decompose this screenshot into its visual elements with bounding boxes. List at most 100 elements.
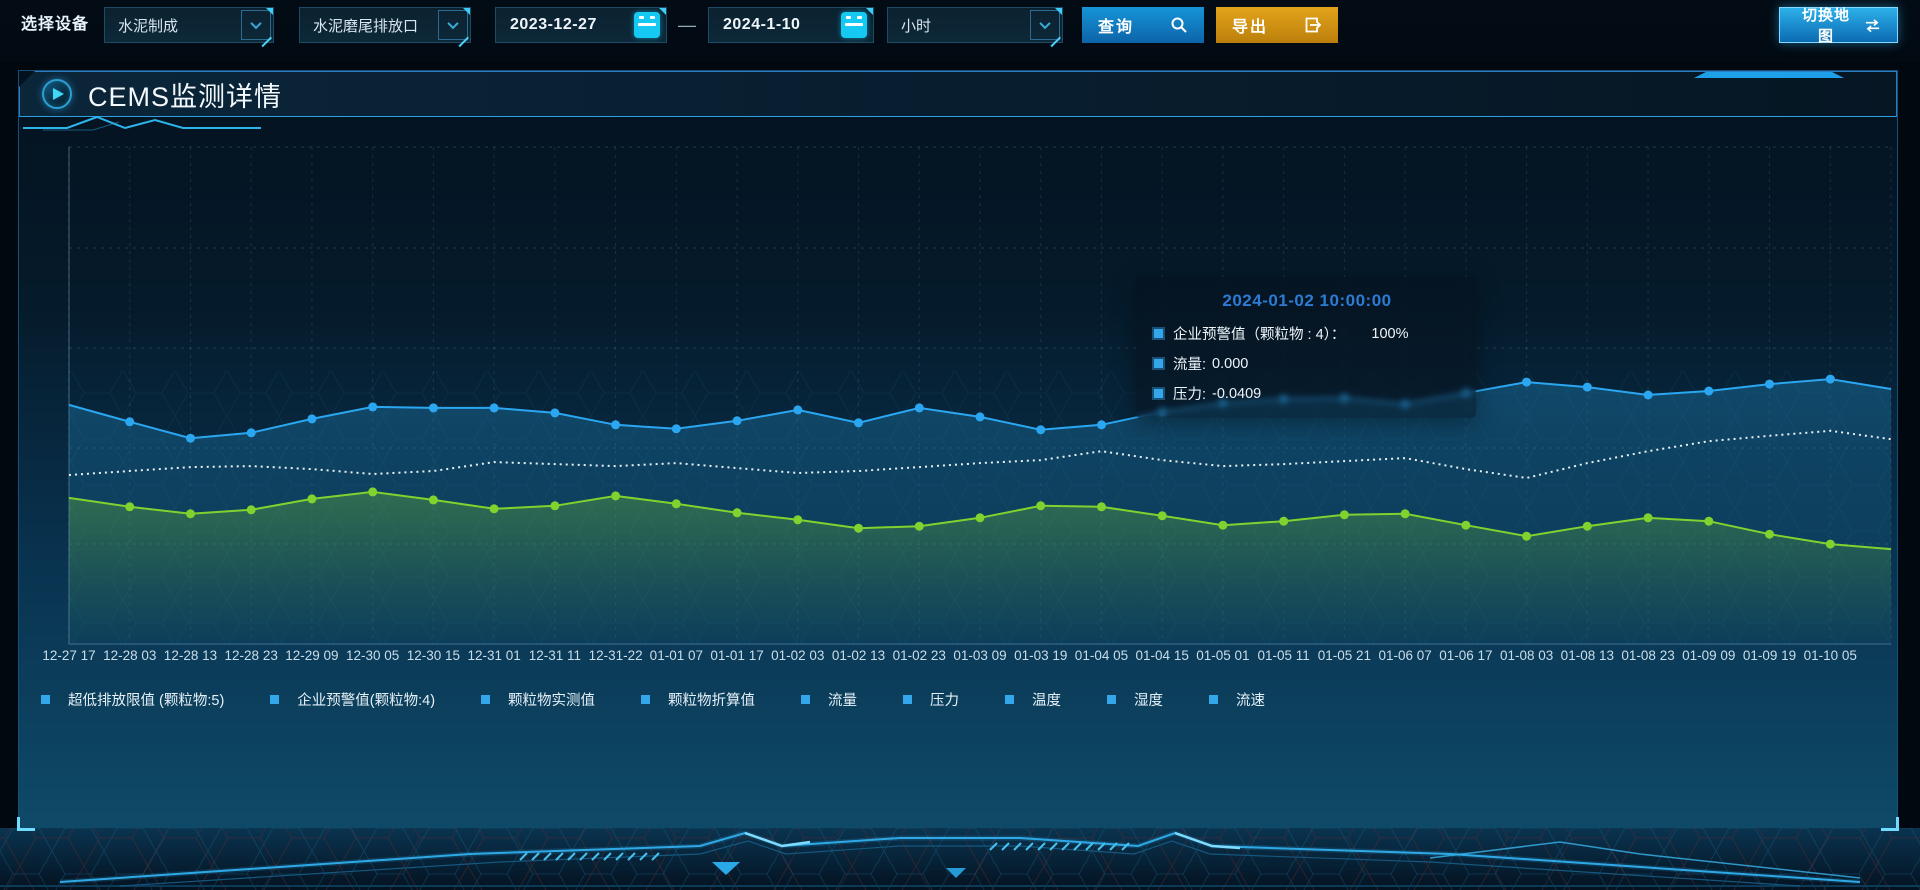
x-axis-label: 01-08 13 <box>1560 648 1614 663</box>
legend-item[interactable]: 企业预警值(颗粒物:4) <box>270 689 435 710</box>
legend-marker-icon <box>41 695 50 704</box>
legend-label: 流量 <box>828 693 858 709</box>
device-type-value: 水泥制成 <box>118 17 179 35</box>
x-axis-label: 01-01 17 <box>710 648 764 663</box>
x-axis-label: 12-28 03 <box>103 648 157 663</box>
panel-header: CEMS监测详情 <box>19 71 1897 117</box>
legend-item[interactable]: 流速 <box>1209 689 1265 710</box>
x-axis-label: 01-03 19 <box>1014 648 1068 663</box>
chevron-down-icon[interactable] <box>1030 10 1060 40</box>
tooltip-row: 企业预警值（颗粒物 : 4）： 100% <box>1152 323 1460 344</box>
start-date-picker[interactable]: 2023-12-27 <box>495 7 667 43</box>
line-chart[interactable] <box>19 71 1899 829</box>
series-green-markers <box>125 487 1835 549</box>
play-icon <box>42 79 72 109</box>
x-axis-label: 12-27 17 <box>42 648 96 663</box>
x-axis-label: 01-01 07 <box>649 648 703 663</box>
export-button-label: 导出 <box>1232 19 1269 36</box>
legend-label: 颗粒物折算值 <box>668 693 756 709</box>
tooltip-label: 企业预警值（颗粒物 : 4）： <box>1173 327 1346 343</box>
x-axis-label: 01-02 13 <box>831 648 886 663</box>
x-axis-label: 12-31-22 <box>588 648 643 663</box>
x-axis-label: 01-02 23 <box>892 648 946 663</box>
legend-label: 企业预警值(颗粒物:4) <box>297 693 436 709</box>
legend-label: 压力 <box>930 693 960 709</box>
legend-marker-icon <box>801 695 811 704</box>
interval-select[interactable]: 小时 <box>887 7 1063 43</box>
legend-marker-icon <box>1107 695 1117 704</box>
header-notch-decoration <box>1694 72 1844 78</box>
legend-marker-icon <box>270 695 280 704</box>
query-button-label: 查询 <box>1098 19 1135 36</box>
x-axis-label: 01-02 03 <box>771 648 825 663</box>
x-axis-label: 01-04 05 <box>1074 648 1129 663</box>
export-icon <box>1305 17 1322 33</box>
x-axis-label: 01-06 07 <box>1378 648 1432 663</box>
legend-item[interactable]: 压力 <box>903 689 959 710</box>
legend-item[interactable]: 颗粒物实测值 <box>481 689 595 710</box>
tooltip-value: 0.000 <box>1212 355 1249 372</box>
outlet-select[interactable]: 水泥磨尾排放口 <box>299 7 471 43</box>
legend-item[interactable]: 湿度 <box>1107 689 1163 710</box>
series-white-dotted-line <box>68 429 1892 480</box>
header-zigzag-decoration <box>23 115 261 131</box>
switch-map-label: 切换地图 <box>1801 7 1850 45</box>
switch-map-button[interactable]: 切换地图 <box>1779 7 1898 45</box>
legend-label: 流速 <box>1236 693 1266 709</box>
x-axis-label: 01-06 17 <box>1439 648 1493 663</box>
x-axis-label: 01-10 05 <box>1803 648 1857 663</box>
chevron-down-icon[interactable] <box>438 10 468 40</box>
legend-item[interactable]: 流量 <box>801 689 857 710</box>
tooltip-value: 100% <box>1371 325 1409 342</box>
cems-detail-panel: CEMS监测详情 2024-01-02 10:00:00 企业预警值（颗粒物 :… <box>17 70 1899 831</box>
tooltip-timestamp: 2024-01-02 10:00:00 <box>1222 291 1392 310</box>
hatch-stripes-left <box>519 852 660 861</box>
interval-value: 小时 <box>901 17 932 35</box>
x-axis-label: 01-03 09 <box>953 648 1007 663</box>
x-axis-label: 12-31 11 <box>528 648 582 663</box>
x-axis-label: 01-05 21 <box>1317 648 1372 663</box>
x-axis-label: 12-29 09 <box>285 648 339 663</box>
legend-item[interactable]: 颗粒物折算值 <box>641 689 755 710</box>
x-axis-label: 01-04 15 <box>1135 648 1189 663</box>
legend-marker-icon <box>903 695 913 704</box>
calendar-icon[interactable] <box>841 12 867 38</box>
date-range-separator: — <box>678 15 696 35</box>
end-date-value: 2024-1-10 <box>723 16 801 33</box>
x-axis-labels: 12-27 17 12-28 03 12-28 13 12-28 23 12-29 09… <box>19 648 1899 668</box>
legend-marker-icon <box>481 695 491 704</box>
export-button[interactable]: 导出 <box>1216 7 1338 43</box>
end-date-picker[interactable]: 2024-1-10 <box>708 7 874 43</box>
series-marker-icon <box>1152 387 1165 400</box>
search-icon <box>1171 17 1187 33</box>
legend-label: 超低排放限值 (颗粒物:5) <box>68 693 225 709</box>
legend-marker-icon <box>1005 695 1015 704</box>
x-axis-label: 01-08 03 <box>1499 648 1554 663</box>
panel-corner-decoration <box>17 817 35 831</box>
page-title: CEMS监测详情 <box>88 81 283 112</box>
query-button[interactable]: 查询 <box>1082 7 1204 43</box>
tooltip-row: 压力: -0.0409 <box>1152 383 1460 404</box>
legend-marker-icon <box>641 695 651 704</box>
device-type-select[interactable]: 水泥制成 <box>104 7 274 43</box>
bottom-frame-decoration <box>0 828 1920 890</box>
x-axis-label: 12-28 13 <box>163 648 218 663</box>
toolbar: 选择设备 水泥制成 水泥磨尾排放口 2023-12-27 — 2024-1-10… <box>0 0 1920 62</box>
legend-marker-icon <box>1209 695 1219 704</box>
legend-label: 温度 <box>1032 693 1062 709</box>
tooltip-value: -0.0409 <box>1212 385 1262 402</box>
tooltip-row: 流量: 0.000 <box>1152 353 1460 374</box>
x-axis-label: 01-09 19 <box>1742 648 1797 663</box>
x-axis-label: 12-30 05 <box>346 648 400 663</box>
device-select-label: 选择设备 <box>21 16 90 33</box>
legend-item[interactable]: 超低排放限值 (颗粒物:5) <box>41 689 224 710</box>
chart-legend: 超低排放限值 (颗粒物:5) 企业预警值(颗粒物:4) 颗粒物实测值 颗粒物折算值 流量… <box>41 689 1265 710</box>
x-axis-label: 12-30 15 <box>406 648 461 663</box>
chevron-down-icon[interactable] <box>241 10 271 40</box>
outlet-value: 水泥磨尾排放口 <box>313 17 419 35</box>
legend-item[interactable]: 温度 <box>1005 689 1061 710</box>
calendar-icon[interactable] <box>634 12 660 38</box>
hatch-stripes-right <box>989 842 1130 851</box>
x-axis-label: 01-05 11 <box>1257 648 1310 663</box>
swap-arrows-icon <box>1865 18 1880 32</box>
